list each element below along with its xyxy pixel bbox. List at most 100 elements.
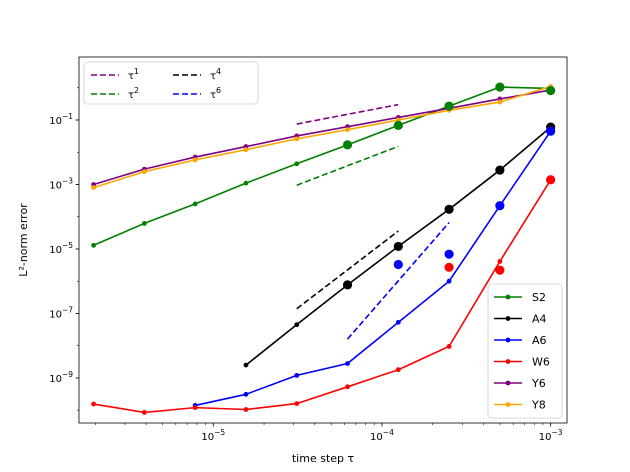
x-tick-label-base: 10 xyxy=(539,432,552,443)
legend-ref-label: τ4 xyxy=(210,67,221,82)
plot-content xyxy=(91,82,556,415)
y-tick-label-base: 10 xyxy=(49,309,62,320)
legend-method-marker xyxy=(505,359,511,364)
series-point-A4 xyxy=(243,362,249,368)
large-marker xyxy=(495,165,505,175)
y-tick-label: 10−9 xyxy=(49,370,73,385)
series-point-W6 xyxy=(141,410,147,415)
large-marker xyxy=(495,201,505,211)
legend-method-marker xyxy=(505,380,511,386)
legend-ref-label: τ6 xyxy=(210,86,221,101)
y-tick-label-base: 10 xyxy=(49,374,62,385)
x-tick-label: 10−3 xyxy=(539,428,563,443)
legend-method-label: Y8 xyxy=(531,399,546,412)
series-line-S2 xyxy=(93,86,551,247)
series-point-S2 xyxy=(294,161,300,167)
series-point-A6 xyxy=(395,319,401,325)
series-line-Y6 xyxy=(93,89,551,186)
series-point-A6 xyxy=(345,361,350,366)
series-point-W6 xyxy=(91,401,97,407)
axis-ticks: 10−5 10−4 10−310−910−710−510−310−1 xyxy=(49,87,563,443)
series-point-Y8 xyxy=(294,136,300,142)
large-marker xyxy=(393,241,403,252)
large-marker xyxy=(342,280,353,290)
series-point-Y8 xyxy=(91,185,97,191)
series-point-Y8 xyxy=(497,99,503,105)
legend-method-marker xyxy=(505,316,511,321)
y-tick-label: 10−1 xyxy=(49,112,73,127)
series-point-Y8 xyxy=(192,157,198,163)
series-point-A6 xyxy=(243,391,249,397)
legend-method-label: S2 xyxy=(532,291,546,304)
y-tick-label-exp: −1 xyxy=(62,112,73,121)
series-point-S2 xyxy=(91,242,97,248)
series-point-S2 xyxy=(243,180,249,186)
series-point-A6 xyxy=(294,372,300,378)
series-point-W6 xyxy=(446,344,452,349)
series-point-Y8 xyxy=(243,147,249,153)
series-line-Y8 xyxy=(93,85,551,189)
y-axis-label: L²-norm error xyxy=(17,203,30,277)
legend-ref-label-base: τ xyxy=(128,71,134,82)
series-point-Y8 xyxy=(141,169,147,175)
x-tick-label: 10−4 xyxy=(370,428,394,443)
x-axis-label: time step τ xyxy=(292,452,355,465)
reference-line-τ² xyxy=(296,145,399,186)
legend-ref-label-base: τ xyxy=(210,90,216,101)
series-point-W6 xyxy=(497,259,503,264)
x-tick-label-exp: −5 xyxy=(214,428,225,437)
series-point-A6 xyxy=(446,278,452,284)
y-tick-label-exp: −3 xyxy=(62,176,73,185)
large-marker xyxy=(546,85,556,96)
series-point-W6 xyxy=(345,384,350,390)
series-point-A4 xyxy=(294,322,300,328)
large-marker xyxy=(393,259,403,270)
legend-ref-label: τ2 xyxy=(128,86,139,101)
large-marker xyxy=(546,175,556,185)
series-point-Y8 xyxy=(345,127,350,133)
x-tick-label-base: 10 xyxy=(201,432,214,443)
legend-method-marker xyxy=(505,337,511,343)
axes-frame xyxy=(78,56,568,424)
series-point-S2 xyxy=(192,201,198,207)
legend-ref-label-exp: 4 xyxy=(216,67,221,76)
y-tick-label-exp: −9 xyxy=(62,370,73,379)
x-tick-label-base: 10 xyxy=(370,432,383,443)
series-point-W6 xyxy=(395,367,401,373)
x-tick-label: 10−5 xyxy=(201,428,225,443)
large-marker xyxy=(342,140,353,150)
legend-ref-label-base: τ xyxy=(128,90,134,101)
legend-method-label: A4 xyxy=(532,313,547,326)
y-tick-label-base: 10 xyxy=(49,245,62,256)
legend-ref-label-base: τ xyxy=(210,71,216,82)
y-tick-label-exp: −7 xyxy=(62,305,73,314)
legend-ref-label-exp: 2 xyxy=(134,86,139,95)
y-tick-label-base: 10 xyxy=(49,180,62,191)
legend-methods: S2 A4 A6 W6 Y6 Y8 xyxy=(487,283,563,419)
large-marker xyxy=(495,82,505,92)
large-marker xyxy=(546,126,556,136)
large-marker xyxy=(444,204,454,214)
legend-methods-box xyxy=(487,283,563,419)
series-point-W6 xyxy=(294,401,300,406)
series-point-W6 xyxy=(243,407,249,412)
large-marker xyxy=(444,262,454,272)
y-tick-label-base: 10 xyxy=(49,116,62,127)
reference-line-τ⁴ xyxy=(296,230,399,310)
legend-method-marker xyxy=(505,294,511,300)
legend-ref-label-exp: 1 xyxy=(134,67,139,76)
large-marker xyxy=(495,265,505,275)
y-tick-label: 10−5 xyxy=(49,241,73,256)
series-point-S2 xyxy=(141,221,147,226)
y-tick-label: 10−7 xyxy=(49,305,73,320)
legend-ref-label: τ1 xyxy=(128,67,139,82)
x-tick-label-exp: −4 xyxy=(383,428,394,437)
legend-method-label: A6 xyxy=(532,334,547,347)
large-marker xyxy=(444,101,454,111)
large-marker xyxy=(393,120,403,131)
large-marker xyxy=(444,249,454,259)
reference-line-τ⁶ xyxy=(346,222,450,340)
series-line-W6 xyxy=(93,179,552,414)
